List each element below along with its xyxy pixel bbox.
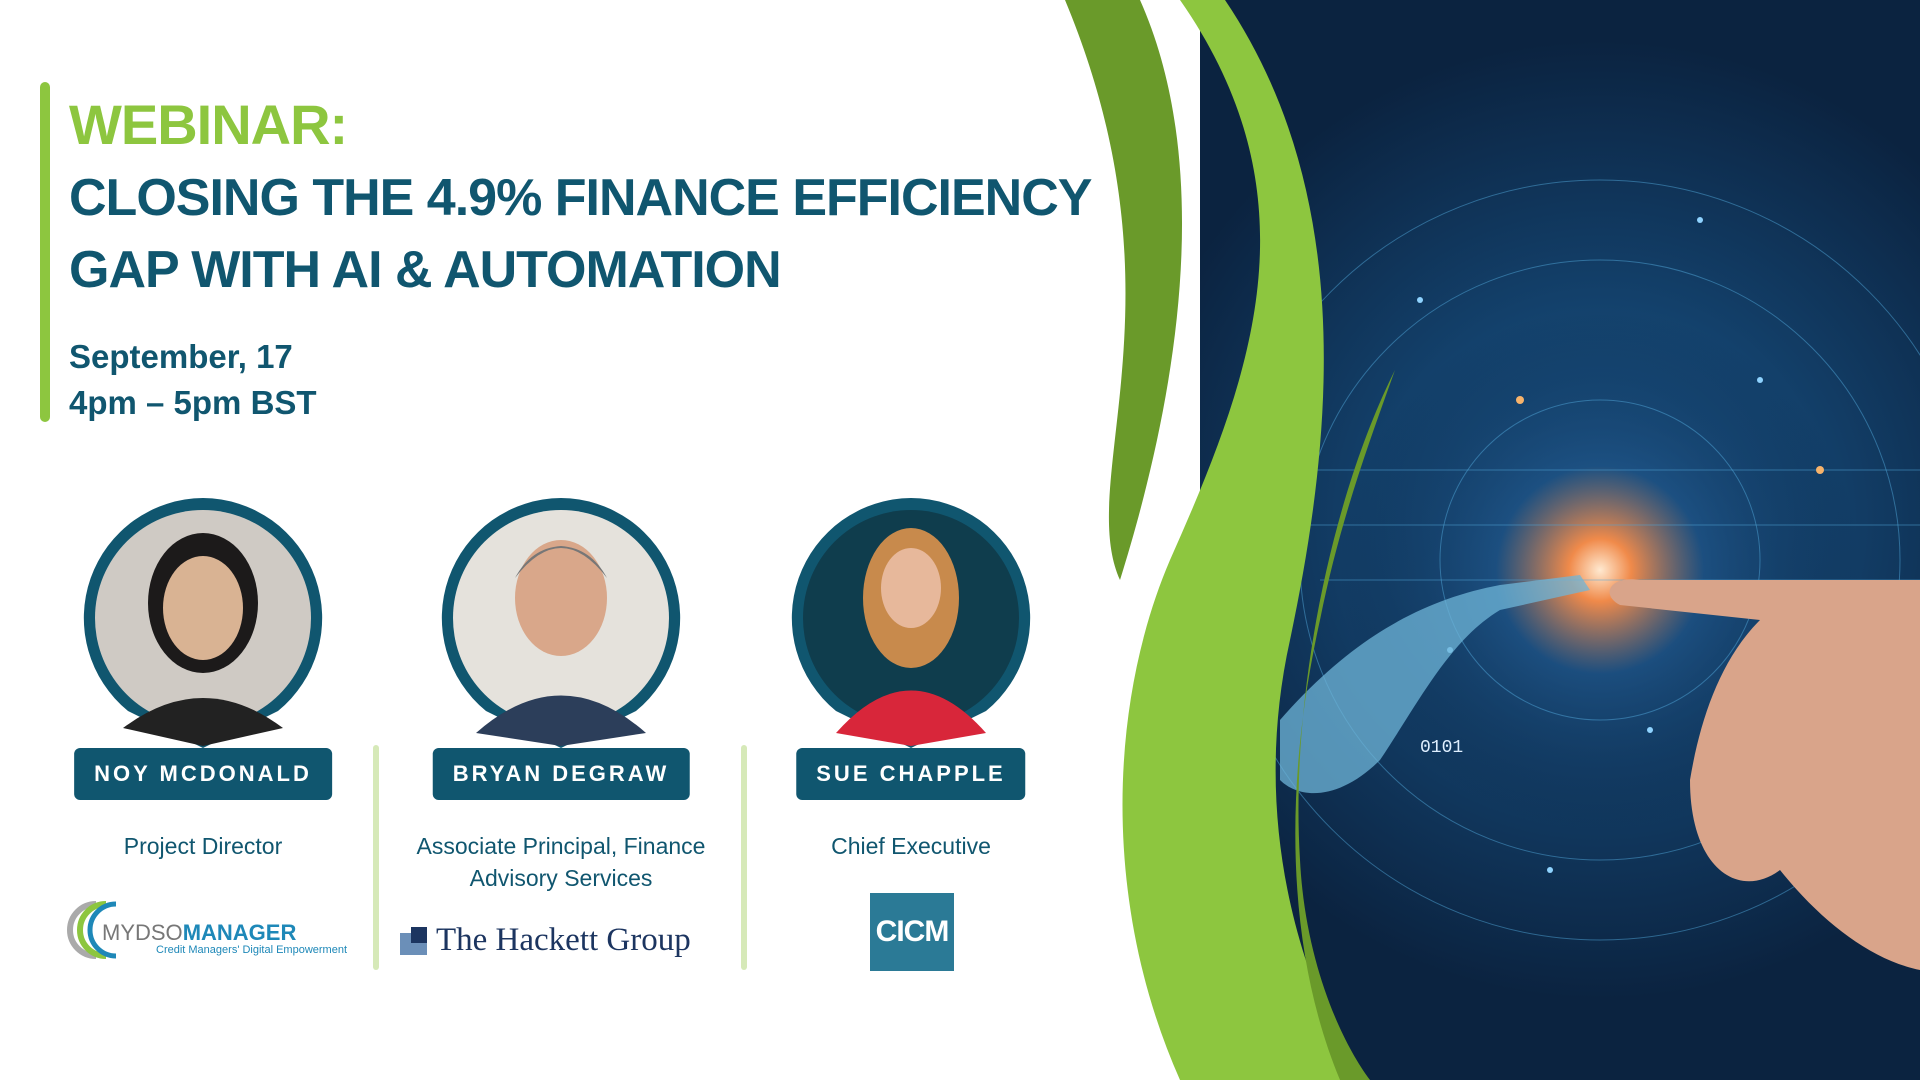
speaker-photo: [83, 498, 323, 748]
divider: [741, 745, 747, 970]
hackett-group-logo: The Hackett Group: [400, 922, 691, 959]
green-curve-left: [1065, 0, 1183, 580]
robot-hand: [1280, 575, 1590, 794]
divider: [373, 745, 379, 970]
logo-text-prefix: MYDSO: [102, 920, 183, 945]
speaker-photo: [441, 498, 681, 748]
digits-text: 0101: [1420, 738, 1463, 758]
mydso-rings-icon: [67, 901, 117, 959]
green-curve-thin: [1295, 370, 1395, 1080]
green-curve-main: [1122, 0, 1360, 1080]
title-line-1: CLOSING THE 4.9% FINANCE EFFICIENCY: [69, 169, 1092, 227]
speaker-role: Project Director: [123, 833, 283, 859]
page-title: CLOSING THE 4.9% FINANCE EFFICIENCY GAP …: [69, 162, 1092, 306]
logo-tagline: Credit Managers' Digital Empowerment: [156, 944, 348, 956]
event-time: 4pm – 5pm BST: [69, 384, 317, 421]
speaker-role: Associate Principal, Finance Advisory Se…: [416, 833, 706, 891]
human-hand: [1609, 579, 1920, 970]
event-date: September, 17: [69, 338, 293, 375]
event-datetime: September, 17 4pm – 5pm BST: [69, 334, 317, 426]
speaker-name: NOY MCDONALD: [74, 748, 332, 800]
speaker-role: Chief Executive: [831, 833, 991, 859]
logo-text-suffix: MANAGER: [182, 920, 297, 945]
title-line-2: GAP WITH AI & AUTOMATION: [69, 241, 782, 299]
speaker-name: SUE CHAPPLE: [796, 748, 1026, 800]
speaker-name: BRYAN DEGRAW: [432, 748, 690, 800]
speaker-photo: [791, 498, 1031, 748]
accent-bar: [40, 82, 50, 422]
eyebrow-label: WEBINAR:: [69, 93, 348, 156]
hackett-squares-icon: [400, 926, 427, 955]
hackett-logo-text: The Hackett Group: [436, 922, 691, 958]
mydso-manager-logo: MYDSOMANAGER Credit Managers' Digital Em…: [56, 900, 356, 960]
cicm-logo: CICM: [870, 893, 954, 971]
